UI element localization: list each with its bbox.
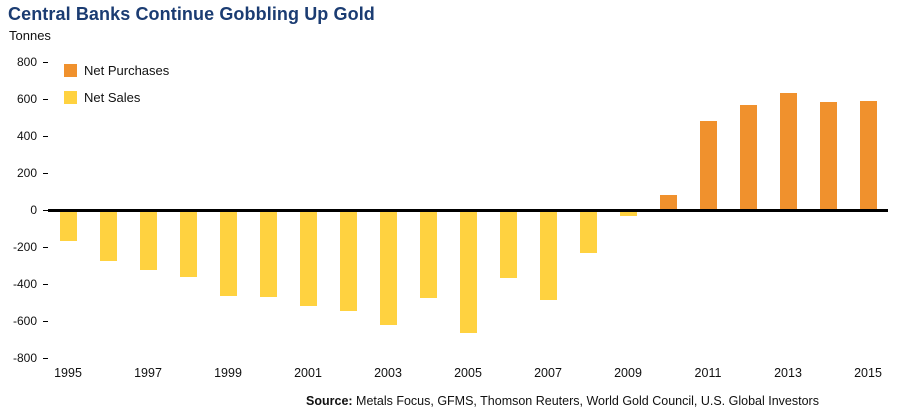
legend-label-net-sales: Net Sales bbox=[84, 90, 141, 105]
bar-2004 bbox=[419, 210, 437, 298]
bar-1995 bbox=[59, 210, 77, 242]
bar-2012 bbox=[739, 104, 757, 210]
bar-2007 bbox=[539, 210, 557, 300]
x-tick-label-2007: 2007 bbox=[534, 366, 562, 380]
axis-unit-label: Tonnes bbox=[9, 28, 51, 43]
bar-2003 bbox=[379, 210, 397, 325]
bar-1998 bbox=[179, 210, 197, 277]
y-tick-label--400: -400 bbox=[12, 277, 37, 291]
y-tick-mark bbox=[43, 136, 48, 137]
bar-2013 bbox=[779, 93, 797, 210]
x-tick-label-2003: 2003 bbox=[374, 366, 402, 380]
y-tick-mark bbox=[43, 321, 48, 322]
y-tick-label-400: 400 bbox=[16, 129, 37, 143]
bar-2015 bbox=[859, 100, 877, 210]
legend-label-net-purchases: Net Purchases bbox=[84, 63, 170, 78]
bar-2006 bbox=[499, 210, 517, 278]
x-tick-label-1995: 1995 bbox=[54, 366, 82, 380]
legend-item-net-sales: Net Sales bbox=[64, 90, 169, 105]
y-tick-mark bbox=[43, 62, 48, 63]
x-tick-label-2013: 2013 bbox=[774, 366, 802, 380]
plot-area: Net Purchases Net Sales bbox=[48, 62, 888, 358]
legend-item-net-purchases: Net Purchases bbox=[64, 63, 169, 78]
y-tick-mark bbox=[43, 173, 48, 174]
bar-1996 bbox=[99, 210, 117, 261]
source-label: Source: bbox=[306, 394, 353, 408]
y-tick-label-800: 800 bbox=[16, 55, 37, 69]
zero-axis-line bbox=[48, 208, 888, 212]
x-tick-label-1999: 1999 bbox=[214, 366, 242, 380]
y-tick-mark bbox=[43, 284, 48, 285]
x-tick-label-2015: 2015 bbox=[854, 366, 882, 380]
net-purchases-swatch bbox=[64, 64, 77, 77]
y-tick-mark bbox=[43, 247, 48, 248]
y-tick-label-200: 200 bbox=[16, 166, 37, 180]
source-line: Source: Metals Focus, GFMS, Thomson Reut… bbox=[225, 394, 900, 408]
bar-2011 bbox=[699, 121, 717, 210]
bar-2009 bbox=[619, 210, 637, 216]
x-axis: 1995 1997 1999 2001 2003 2005 2007 2009 2011 2013… bbox=[48, 366, 888, 382]
bar-1999 bbox=[219, 210, 237, 297]
y-axis: 800 600 400 200 0 -200 -400 -600 -800 bbox=[0, 55, 48, 365]
bar-2005 bbox=[459, 210, 477, 334]
y-tick-label--200: -200 bbox=[12, 240, 37, 254]
y-tick-label-0: 0 bbox=[30, 203, 37, 217]
bar-2001 bbox=[299, 210, 317, 307]
x-tick-label-2005: 2005 bbox=[454, 366, 482, 380]
net-sales-swatch bbox=[64, 91, 77, 104]
y-tick-label--600: -600 bbox=[12, 314, 37, 328]
bar-2000 bbox=[259, 210, 277, 297]
x-tick-label-2001: 2001 bbox=[294, 366, 322, 380]
chart-title: Central Banks Continue Gobbling Up Gold bbox=[8, 4, 375, 24]
x-tick-label-2011: 2011 bbox=[694, 366, 722, 380]
bar-2014 bbox=[819, 101, 837, 210]
bar-1997 bbox=[139, 210, 157, 271]
x-tick-label-1997: 1997 bbox=[134, 366, 162, 380]
y-tick-label--800: -800 bbox=[12, 351, 37, 365]
bar-2010 bbox=[659, 195, 677, 210]
legend: Net Purchases Net Sales bbox=[64, 63, 169, 117]
y-tick-mark bbox=[43, 358, 48, 359]
source-text: Metals Focus, GFMS, Thomson Reuters, Wor… bbox=[352, 394, 819, 408]
bar-2002 bbox=[339, 210, 357, 311]
y-tick-mark bbox=[43, 99, 48, 100]
x-tick-label-2009: 2009 bbox=[614, 366, 642, 380]
y-tick-mark bbox=[43, 210, 48, 211]
bar-2008 bbox=[579, 210, 597, 254]
y-tick-label-600: 600 bbox=[16, 92, 37, 106]
